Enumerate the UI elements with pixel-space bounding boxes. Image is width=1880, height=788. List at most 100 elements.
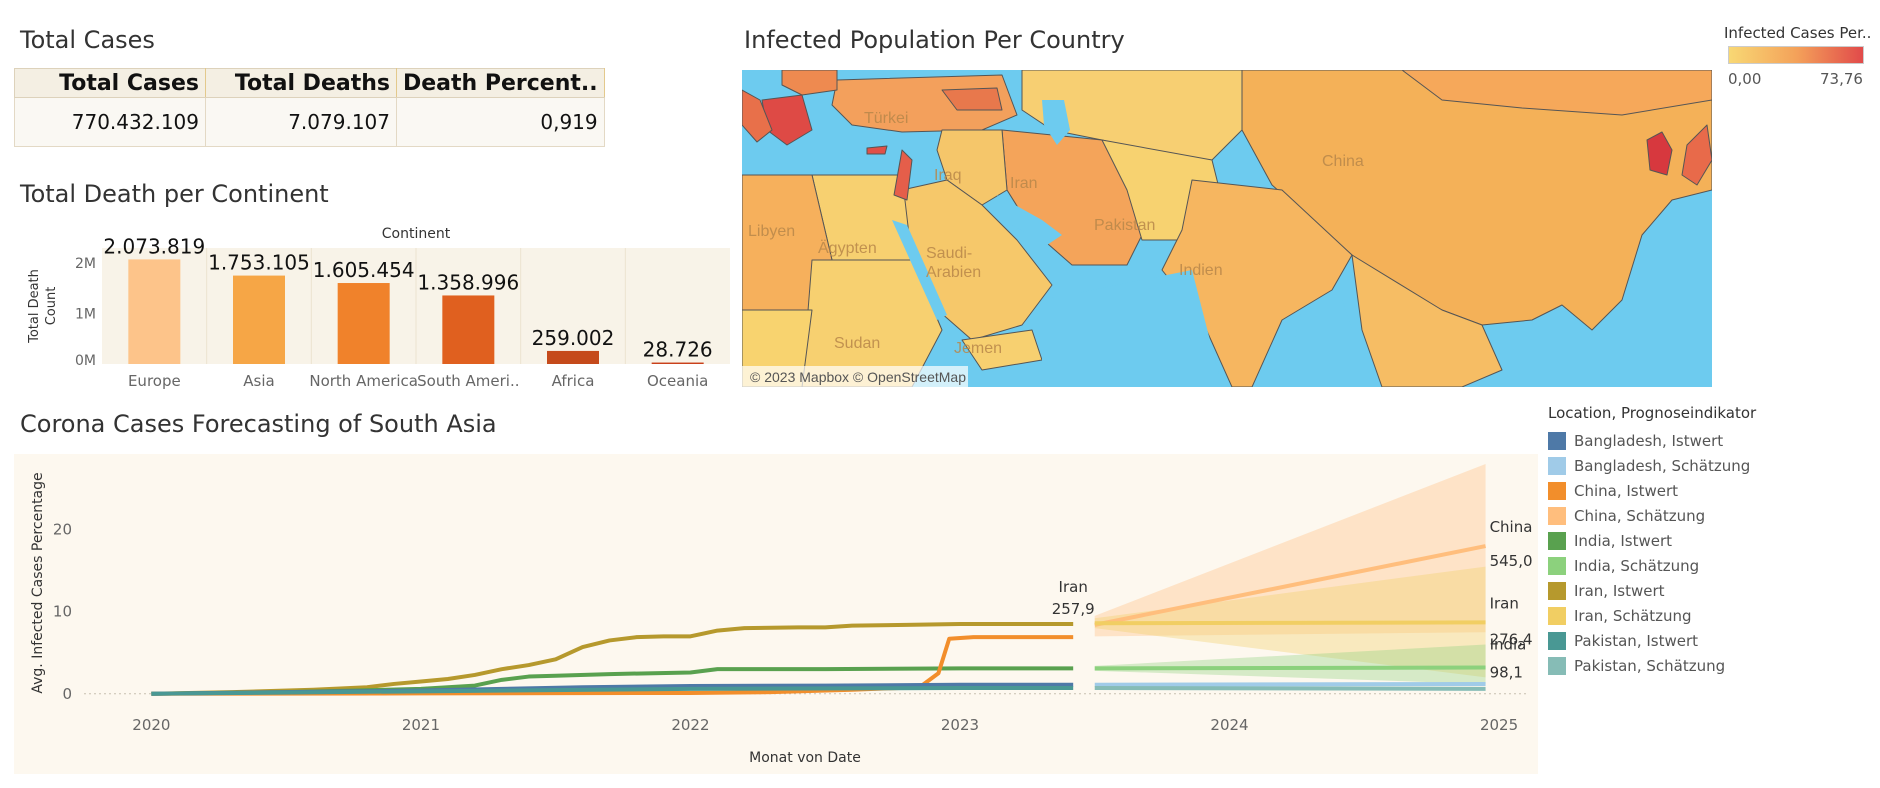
legend-label: Bangladesh, Istwert [1574,431,1724,450]
map-label: Saudi- Arabien [926,245,981,281]
map-label: Türkei [864,110,908,127]
map-persian-gulf [997,195,1062,245]
map-region-north [1401,70,1712,116]
legend-label: Pakistan, Schätzung [1574,656,1726,675]
map-bay-of-bengal [1282,300,1352,387]
legend-swatch [1548,606,1566,625]
forecast-x-tick-label: 2020 [132,716,170,734]
forecast-line-china-sch-tzung [1094,544,1486,627]
map-region-greece [761,94,813,146]
bar-x-tick-label: Oceania [647,372,708,390]
bar-north-america [337,283,390,364]
legend-item[interactable]: Bangladesh, Schätzung [1548,453,1868,478]
legend-swatch [1548,556,1566,575]
map-region-levant [893,149,913,201]
legend-item[interactable]: Pakistan, Istwert [1548,628,1868,653]
bar-data-label: 1.753.105 [208,251,310,275]
map-title: Infected Population Per Country [744,26,1125,54]
forecast-x-tick-label: 2021 [402,716,440,734]
legend-label: Iran, Istwert [1574,581,1665,600]
map-label: Sudan [834,335,880,352]
forecast-y-tick-label: 20 [53,521,72,539]
forecast-line-pakistan-sch-tzung [1094,686,1486,691]
forecast-x-tick-label: 2025 [1480,716,1518,734]
forecast-annotation-name: China [1490,518,1533,536]
bar-y-tick-label: 0M [75,353,96,369]
map-label-line: Indien [1179,262,1223,279]
map-legend-title: Infected Cases Per.. [1724,24,1872,42]
map-region-cyprus [866,145,888,155]
legend-swatch [1548,431,1566,450]
bar-data-label: 259.002 [532,326,615,350]
kpi-title: Total Cases [20,26,155,54]
map-label-line: Saudi- [926,245,972,262]
map-red-sea [892,220,947,320]
map-label: Iran [1010,175,1038,192]
map-label-line: Ägypten [818,239,877,257]
forecast-legend-items: Bangladesh, Istwert Bangladesh, Schätzung… [1548,428,1868,678]
bar-data-label: 1.358.996 [417,270,519,294]
bar-chart[interactable]: Continent 0M 1M 2M Total Death Count 2.073.819… [14,222,738,392]
forecast-x-tick-label: 2024 [1210,716,1248,734]
legend-swatch [1548,581,1566,600]
forecast-line-iran-istwert [151,622,1074,696]
forecast-chart[interactable]: 0 10 20 2020 2021 2022 2023 2024 2025 Monat von D… [14,454,1538,774]
legend-item[interactable]: India, Istwert [1548,528,1868,553]
map-region-india [1161,179,1353,387]
bar-data-label: 1.605.454 [313,258,415,282]
legend-item[interactable]: India, Schätzung [1548,553,1868,578]
legend-item[interactable]: China, Istwert [1548,478,1868,503]
bar-x-tick-label: South Ameri.. [417,372,519,390]
map-label-line: Iraq [934,167,962,184]
forecast-x-axis-title: Monat von Date [749,750,861,766]
map-attribution[interactable]: © 2023 Mapbox © OpenStreetMap [750,369,966,385]
map-label: Pakistan [1094,217,1155,234]
bar-africa [547,350,599,364]
choropleth-map[interactable]: Türkei Iraq Iran China Libyen Ägypten Saudi- Ar… [742,70,1712,387]
legend-item[interactable]: China, Schätzung [1548,503,1868,528]
map-label-line: Iran [1010,175,1038,192]
bar-x-tick-label: Europe [128,372,181,390]
map-legend-min: 0,00 [1728,70,1762,88]
map-region-korea [1646,131,1673,176]
forecast-y-tick-label: 10 [53,603,72,621]
bar-y-axis-title: Total Death Count [27,269,59,344]
map-arabian-sea [1042,270,1222,387]
legend-swatch [1548,506,1566,525]
forecast-line-bangladesh-sch-tzung [1094,681,1486,687]
map-label: Jemen [954,340,1002,357]
forecast-line-iran-sch-tzung [1094,620,1486,626]
legend-item[interactable]: Iran, Istwert [1548,578,1868,603]
bar-asia [233,275,285,364]
map-label-line: Sudan [834,335,880,352]
legend-item[interactable]: Pakistan, Schätzung [1548,653,1868,678]
forecast-x-tick-label: 2023 [941,716,979,734]
legend-swatch [1548,481,1566,500]
forecast-annotation-value: 276,4 [1490,630,1533,648]
bar-y-axis-title-line: Total Death [27,269,42,344]
map-legend-gradient [1728,46,1864,64]
bar-chart-header: Continent [382,226,451,242]
map-legend-max: 73,76 [1820,70,1863,88]
map-label-line: Libyen [748,223,795,240]
map-region-balkans [781,70,838,96]
map-label: Ägypten [818,239,877,257]
forecast-band-china-sch-tzung [1094,464,1486,637]
legend-item[interactable]: Bangladesh, Istwert [1548,428,1868,453]
legend-swatch [1548,631,1566,650]
map-label-line: Pakistan [1094,217,1155,234]
forecast-annotation-value: 257,9 [1052,600,1095,618]
kpi-value-total-deaths: 7.079.107 [205,97,397,147]
legend-label: China, Istwert [1574,481,1679,500]
kpi-header-total-deaths: Total Deaths [205,68,397,98]
forecast-legend: Location, Prognoseindikator Bangladesh, … [1548,404,1868,678]
forecast-line-india-sch-tzung [1094,665,1486,671]
map-region-italy [742,89,773,143]
legend-label: India, Istwert [1574,531,1673,550]
legend-item[interactable]: Iran, Schätzung [1548,603,1868,628]
map-label-line: Arabien [926,264,981,281]
legend-swatch [1548,656,1566,675]
forecast-annotation-name: India [1490,636,1527,654]
kpi-header-total-cases: Total Cases [14,68,206,98]
